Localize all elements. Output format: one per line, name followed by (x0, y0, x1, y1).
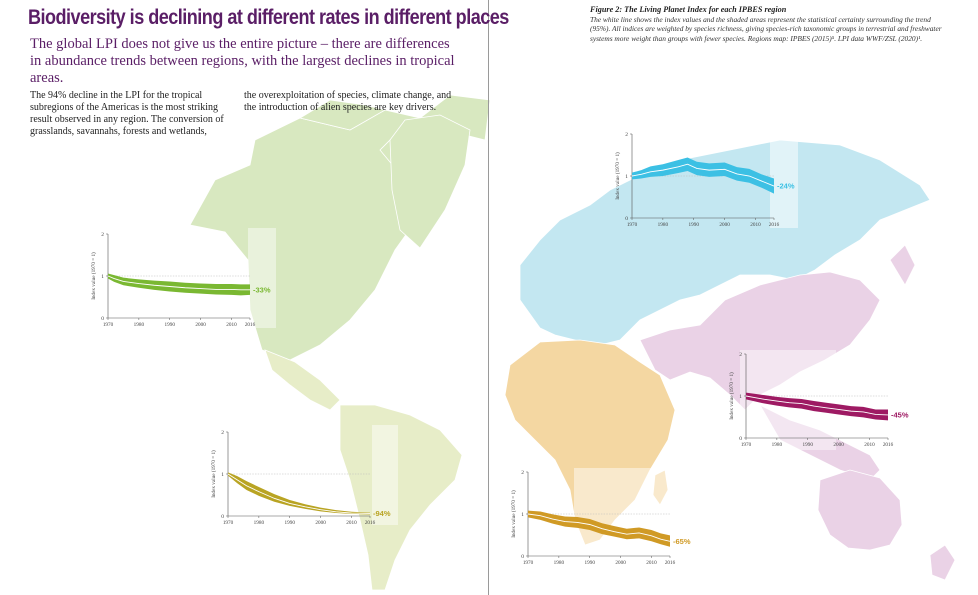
x-tick-label: 1990 (803, 442, 814, 448)
chart-highlight-europe (770, 130, 798, 228)
x-tick-label: 1970 (523, 560, 534, 566)
region-europe-central-asia (519, 139, 931, 346)
y-tick-label: 2 (521, 470, 524, 476)
index-line (745, 395, 889, 416)
y-axis-label: Index value (1970 = 1) (728, 372, 735, 420)
x-tick-label: 1990 (285, 520, 296, 526)
page-title: Biodiversity is declining at different r… (28, 6, 509, 29)
lpi-chart-north-america: Index value (1970 = 1) 0 1 2 1970 1980 1990 200… (90, 232, 271, 328)
confidence-band (228, 472, 370, 515)
confidence-band (108, 273, 250, 296)
confidence-band (528, 510, 670, 547)
percent-change-label: -24% (777, 182, 795, 191)
y-tick-label: 0 (625, 216, 628, 222)
y-tick-label: 2 (221, 430, 224, 436)
x-tick-label: 2010 (646, 560, 657, 566)
y-axis-label: Index value (1970 = 1) (210, 450, 217, 498)
x-tick-label: 2016 (665, 560, 676, 566)
x-tick-label: 2010 (750, 222, 761, 228)
x-tick-label: 1980 (254, 520, 265, 526)
x-tick-label: 1980 (554, 560, 565, 566)
y-tick-label: 1 (625, 174, 628, 180)
x-tick-label: 2000 (195, 322, 206, 328)
x-tick-label: 1990 (165, 322, 176, 328)
x-tick-label: 2000 (833, 442, 844, 448)
y-axis-label: Index value (1970 = 1) (90, 252, 97, 300)
page-divider (488, 0, 489, 595)
x-tick-label: 1990 (585, 560, 596, 566)
y-axis-label: Index value (1970 = 1) (614, 152, 621, 200)
index-line (107, 275, 250, 291)
x-tick-label: 1970 (223, 520, 234, 526)
x-tick-label: 1990 (689, 222, 700, 228)
x-tick-label: 2016 (245, 322, 256, 328)
x-tick-label: 2000 (719, 222, 730, 228)
x-tick-label: 2000 (315, 520, 326, 526)
confidence-band (632, 157, 774, 194)
x-tick-label: 2010 (864, 442, 875, 448)
x-tick-label: 2016 (365, 520, 376, 526)
lpi-chart-latin-america: Index value (1970 = 1) 0 1 2 1970 1980 1990 200… (210, 430, 391, 526)
x-tick-label: 1970 (627, 222, 638, 228)
region-asia-pacific (639, 244, 956, 581)
x-tick-label: 1970 (103, 322, 114, 328)
lpi-chart-africa: Index value (1970 = 1) 0 1 2 1970 1980 1990 200… (510, 470, 691, 566)
index-line (631, 163, 775, 187)
figure-caption: The white line shows the index values an… (590, 15, 942, 43)
y-tick-label: 1 (521, 512, 524, 518)
body-text-column-2: the overexploitation of species, climate… (244, 90, 452, 113)
y-tick-label: 0 (101, 316, 104, 322)
y-tick-label: 0 (739, 436, 742, 442)
y-tick-label: 2 (625, 132, 628, 138)
page-subtitle: The global LPI does not give us the enti… (30, 36, 455, 86)
percent-change-label: -45% (891, 410, 909, 419)
x-tick-label: 1980 (772, 442, 783, 448)
y-tick-label: 0 (221, 514, 224, 520)
index-line (227, 473, 371, 514)
region-africa (504, 339, 676, 546)
region-greenland (389, 114, 471, 249)
x-tick-label: 2016 (769, 222, 780, 228)
x-tick-label: 2000 (615, 560, 626, 566)
percent-change-label: -94% (373, 509, 391, 518)
x-tick-label: 2010 (346, 520, 357, 526)
figure-title: Figure 2: The Living Planet Index for ea… (590, 5, 787, 14)
region-latin-america (264, 349, 463, 591)
y-tick-label: 0 (521, 554, 524, 560)
percent-change-label: -33% (253, 285, 271, 294)
y-tick-label: 2 (739, 352, 742, 358)
x-tick-label: 2016 (883, 442, 894, 448)
y-tick-label: 1 (221, 472, 224, 478)
y-tick-label: 2 (101, 232, 104, 238)
chart-highlight-latin-america (372, 425, 398, 525)
lpi-chart-europe-central-asia: Index value (1970 = 1) 0 1 2 1970 1980 1990 200… (614, 132, 795, 228)
percent-change-label: -65% (673, 537, 691, 546)
x-tick-label: 2010 (226, 322, 237, 328)
chart-highlight-north-america (248, 228, 276, 328)
x-tick-label: 1970 (741, 442, 752, 448)
y-tick-label: 1 (739, 394, 742, 400)
x-tick-label: 1980 (134, 322, 145, 328)
body-text-column-1: The 94% decline in the LPI for the tropi… (30, 90, 224, 137)
index-line (527, 513, 671, 542)
lpi-chart-asia-pacific: Index value (1970 = 1) 0 1 2 1970 1980 1990 200… (728, 352, 909, 448)
y-tick-label: 1 (101, 274, 104, 280)
y-axis-label: Index value (1970 = 1) (510, 490, 517, 538)
x-tick-label: 1980 (658, 222, 669, 228)
